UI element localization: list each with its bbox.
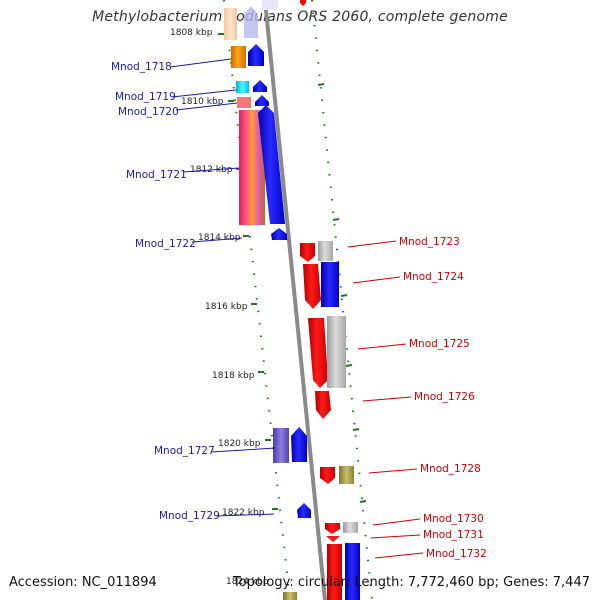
inner-dotted-guide	[223, 0, 291, 600]
label-leader-line	[368, 468, 418, 474]
kbp-label: 1810 kbp	[181, 97, 224, 107]
gene-label: Mnod_1721	[126, 169, 187, 181]
diagram-title: Methylobacterium nodulans ORS 2060, comp…	[92, 9, 508, 25]
kbp-label: 1808 kbp	[170, 28, 213, 38]
genome-backbone-axis	[263, 0, 327, 600]
kbp-label: 1818 kbp	[212, 371, 255, 381]
kbp-label: 1822 kbp	[222, 508, 265, 518]
label-leader-line	[362, 396, 412, 402]
gene-mnod-1732-b	[345, 543, 360, 600]
kbp-label: 1814 kbp	[198, 233, 241, 243]
kbp-label: 1820 kbp	[218, 439, 261, 449]
gene-mnod-1725-b	[327, 316, 346, 388]
label-leader-line	[169, 58, 232, 68]
label-leader-line	[372, 518, 421, 526]
gene-label: Mnod_1732	[426, 548, 487, 560]
inner-gene-track	[224, 0, 311, 600]
label-leader-line	[182, 167, 240, 173]
gene-mnod-1732-a	[327, 544, 342, 600]
gene-mnod-1730-b	[343, 522, 358, 533]
label-leader-line	[352, 276, 401, 284]
label-leader-line	[175, 102, 238, 111]
label-leader-line	[370, 534, 421, 539]
gene-label: Mnod_1728	[420, 463, 481, 475]
gene-label: Mnod_1727	[154, 445, 215, 457]
gene-arrow	[244, 6, 258, 38]
gene-mnod-1718-b	[248, 44, 264, 66]
gene-mnod-1727-a	[273, 428, 289, 463]
gene-label: Mnod_1729	[159, 510, 220, 522]
gene-block	[283, 592, 297, 600]
gene-label: Mnod_1730	[423, 513, 484, 525]
label-leader-line	[191, 237, 243, 243]
gene-block	[262, 0, 278, 10]
gene-mnod-1719-b	[253, 80, 267, 92]
genome-summary-text: Topology: circular; Length: 7,772,460 bp…	[232, 575, 590, 590]
gene-label: Mnod_1722	[135, 238, 196, 250]
left-gene-labels: Mnod_1718 Mnod_1719 Mnod_1720 Mnod_1721 …	[111, 58, 276, 522]
gene-mnod-1729	[297, 503, 311, 518]
gene-mnod-1727-b	[291, 427, 307, 462]
gene-block	[224, 8, 237, 40]
gene-mnod-1719-a	[236, 81, 249, 93]
gene-mnod-1722	[271, 228, 287, 240]
gene-mnod-1725-a	[308, 318, 328, 388]
gene-label: Mnod_1718	[111, 61, 172, 73]
label-leader-line	[374, 552, 424, 559]
gene-label: Mnod_1724	[403, 271, 464, 283]
gene-mnod-1730-a	[325, 523, 340, 534]
gene-mnod-1726	[315, 391, 331, 419]
label-leader-line	[211, 447, 276, 453]
outer-gene-track	[300, 241, 360, 600]
gene-label: Mnod_1726	[414, 391, 475, 403]
gene-arrow	[300, 0, 306, 6]
accession-text: Accession: NC_011894	[9, 575, 157, 590]
label-leader-line	[215, 513, 275, 517]
gene-mnod-1720-a	[237, 97, 251, 108]
right-gene-labels: Mnod_1723 Mnod_1724 Mnod_1725 Mnod_1726 …	[347, 236, 487, 560]
kbp-ticks: 1808 kbp 1810 kbp 1812 kbp 1814 kbp 1816…	[170, 28, 367, 587]
gene-label: Mnod_1719	[115, 91, 176, 103]
kbp-label: 1824 kbp	[226, 577, 269, 587]
gene-mnod-1723-b	[318, 241, 333, 261]
gene-mnod-1718-a	[231, 46, 246, 68]
gene-mnod-1721-b	[258, 105, 285, 224]
gene-mnod-1731	[326, 536, 340, 542]
outer-dotted-guide	[311, 0, 373, 600]
gene-mnod-1724-b	[321, 262, 339, 307]
label-leader-line	[347, 240, 397, 248]
kbp-label: 1816 kbp	[205, 302, 248, 312]
gene-label: Mnod_1720	[118, 106, 179, 118]
gene-label: Mnod_1723	[399, 236, 460, 248]
gene-mnod-1723-a	[300, 243, 315, 262]
gene-mnod-1728-b	[339, 466, 354, 484]
gene-label: Mnod_1725	[409, 338, 470, 350]
label-leader-line	[357, 343, 407, 350]
label-leader-line	[171, 89, 237, 98]
gene-mnod-1728-a	[320, 467, 335, 484]
gene-mnod-1720-b	[255, 95, 269, 106]
gene-label: Mnod_1731	[423, 529, 484, 541]
gene-mnod-1724-a	[303, 264, 321, 309]
